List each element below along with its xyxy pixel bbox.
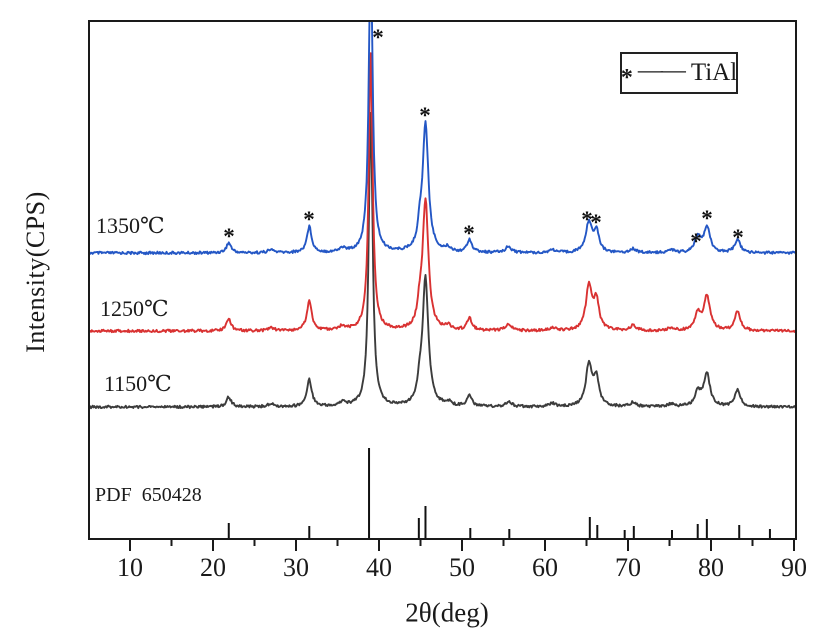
peak-marker-asterisk: * [581,207,593,233]
series-label-1150c: 1150℃ [104,371,172,396]
peak-marker-asterisk: * [223,224,235,250]
x-axis-ticks: 10 20 30 40 50 60 70 80 90 [117,540,807,582]
peak-marker-asterisk: * [463,221,475,247]
xrd-curve-1250c [90,52,795,334]
x-tick-label: 60 [532,553,558,582]
peak-marker-asterisk: * [372,25,384,51]
x-tick-label: 10 [117,553,143,582]
xrd-curve-1150c [90,112,795,410]
x-tick-label: 50 [449,553,475,582]
y-axis-label: Intensity(CPS) [21,191,50,353]
peak-marker-asterisk: * [303,207,315,233]
legend: * —— TiAl [620,52,738,94]
x-tick-label: 80 [698,553,724,582]
peak-marker-asterisk: * [419,103,431,129]
peak-marker-asterisk: * [690,229,702,255]
plot-frame [88,20,797,540]
x-tick-label: 30 [283,553,309,582]
peak-marker-asterisk: * [701,206,713,232]
series-label-1250c: 1250℃ [100,296,169,321]
reference-pattern-label: PDF 650428 [95,484,202,506]
peak-marker-asterisk: * [590,210,602,236]
x-tick-label: 90 [781,553,807,582]
x-tick-label: 40 [366,553,392,582]
reference-stick-pattern [227,448,771,538]
x-tick-label: 20 [200,553,226,582]
peak-marker-asterisk: * [732,225,744,251]
series-label-1350c: 1350℃ [96,213,165,238]
legend-asterisk-symbol: * [620,64,633,91]
x-tick-label: 70 [615,553,641,582]
x-axis-label: 2θ(deg) [405,597,489,628]
legend-line-symbol: —— [637,57,686,84]
xrd-curve-1350c [90,22,795,256]
legend-phase-label: TiAl [690,59,738,86]
